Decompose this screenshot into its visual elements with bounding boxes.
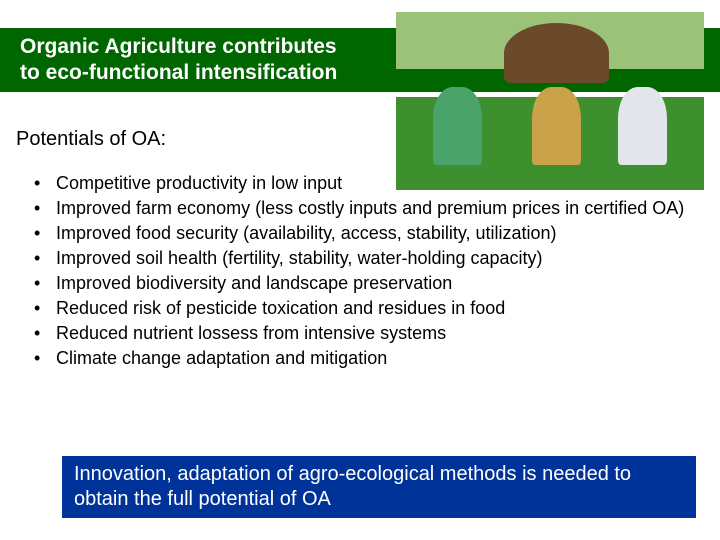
bullet-item: Reduced nutrient lossess from intensive …	[28, 322, 688, 345]
bullet-item: Competitive productivity in low input	[28, 172, 688, 195]
photo-hut	[504, 23, 609, 84]
bullet-item: Climate change adaptation and mitigation	[28, 347, 688, 370]
subheading: Potentials of OA:	[16, 128, 166, 151]
bullet-item: Improved soil health (fertility, stabili…	[28, 247, 688, 270]
bullet-item: Improved farm economy (less costly input…	[28, 197, 688, 220]
footer-callout: Innovation, adaptation of agro-ecologica…	[62, 456, 696, 518]
title-block: Organic Agriculture contributes to eco-f…	[0, 28, 396, 92]
photo-person-3	[618, 87, 667, 165]
photo-person-1	[433, 87, 482, 165]
bullet-item: Reduced risk of pesticide toxication and…	[28, 297, 688, 320]
title-line-1: Organic Agriculture contributes	[20, 34, 388, 60]
photo-person-2	[532, 87, 581, 165]
bullet-item: Improved food security (availability, ac…	[28, 222, 688, 245]
bullet-list: Competitive productivity in low input Im…	[28, 172, 688, 372]
bullet-item: Improved biodiversity and landscape pres…	[28, 272, 688, 295]
title-line-2: to eco-functional intensification	[20, 60, 388, 86]
header-photo	[396, 12, 704, 190]
